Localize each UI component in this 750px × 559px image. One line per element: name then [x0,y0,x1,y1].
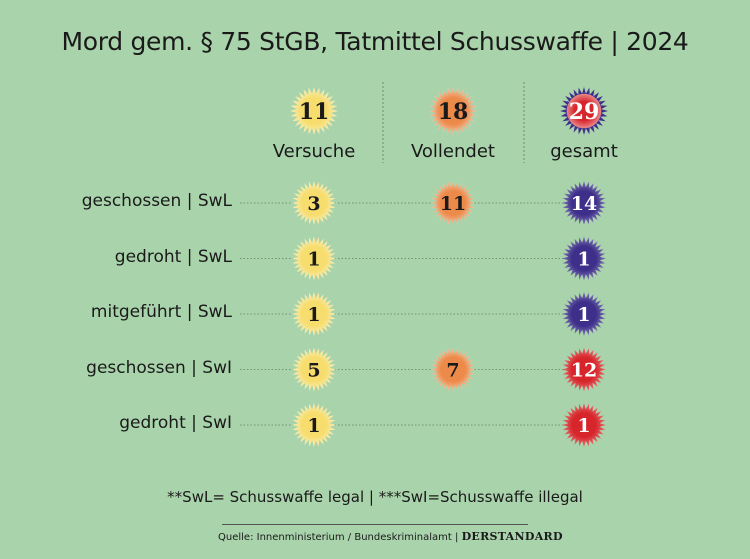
data-burst: 1 [562,236,606,281]
burst-value: 3 [307,193,320,215]
burst-value: 1 [577,304,590,326]
burst-value: 14 [571,193,597,215]
data-burst: 1 [292,403,336,447]
source-text: Quelle: Innenministerium / Bundeskrimina… [218,532,459,543]
burst-value: 1 [307,304,320,326]
brand-logo: DERSTANDARD [461,530,563,543]
column-label: Versuche [272,141,356,162]
footnote: **SwL= Schusswaffe legal | ***SwI=Schuss… [167,488,583,506]
header-total-gesamt: 29 [560,87,608,135]
starburst-core [566,93,602,129]
starburst-shape [562,236,606,281]
burst-value: 7 [446,359,459,381]
burst-value: 11 [299,99,330,125]
burst-value: 1 [577,248,590,270]
starburst-shape [292,292,336,336]
starburst-shape [431,181,475,225]
data-burst: 1 [292,292,336,336]
starburst-shape [292,347,336,392]
burst-value: 1 [307,248,320,270]
starburst-shape [562,292,606,336]
burst-value: 29 [569,99,600,125]
burst-value: 1 [577,415,590,437]
source-divider [222,524,528,525]
data-burst: 1 [562,403,606,447]
data-burst: 11 [431,181,475,225]
burst-value: 5 [307,359,320,381]
burst-value: 18 [438,99,469,125]
burst-value: 12 [571,359,597,381]
starburst-shape [290,87,338,135]
data-burst: 1 [292,236,336,281]
header-total-versuche: 11 [290,87,338,135]
column-label: Vollendet [411,141,495,162]
starburst-shape [429,87,477,135]
data-burst: 12 [562,347,606,392]
data-burst: 14 [562,181,606,225]
starburst-shape [562,347,606,392]
starburst-shape [431,347,475,392]
row-label: mitgeführt | SwL [90,302,232,322]
row-label: geschossen | SwI [86,357,232,378]
burst-value: 11 [440,193,466,215]
row-label: gedroht | SwL [114,246,232,267]
starburst-shape [292,403,336,447]
starburst-shape [562,403,606,447]
source-note: Quelle: Innenministerium / Bundeskrimina… [218,530,563,543]
data-burst: 7 [431,347,475,392]
starburst-shape [292,181,336,225]
chart-title: Mord gem. § 75 StGB, Tatmittel Schusswaf… [61,27,689,56]
data-burst: 3 [292,181,336,225]
starburst-shape [562,181,606,225]
data-burst: 5 [292,347,336,392]
data-burst: 1 [562,292,606,336]
row-label: geschossen | SwL [81,191,232,211]
burst-value: 1 [307,415,320,437]
row-label: gedroht | SwI [119,413,232,433]
starburst-shape [292,236,336,281]
header-total-vollendet: 18 [429,87,477,135]
column-label: gesamt [550,141,618,162]
